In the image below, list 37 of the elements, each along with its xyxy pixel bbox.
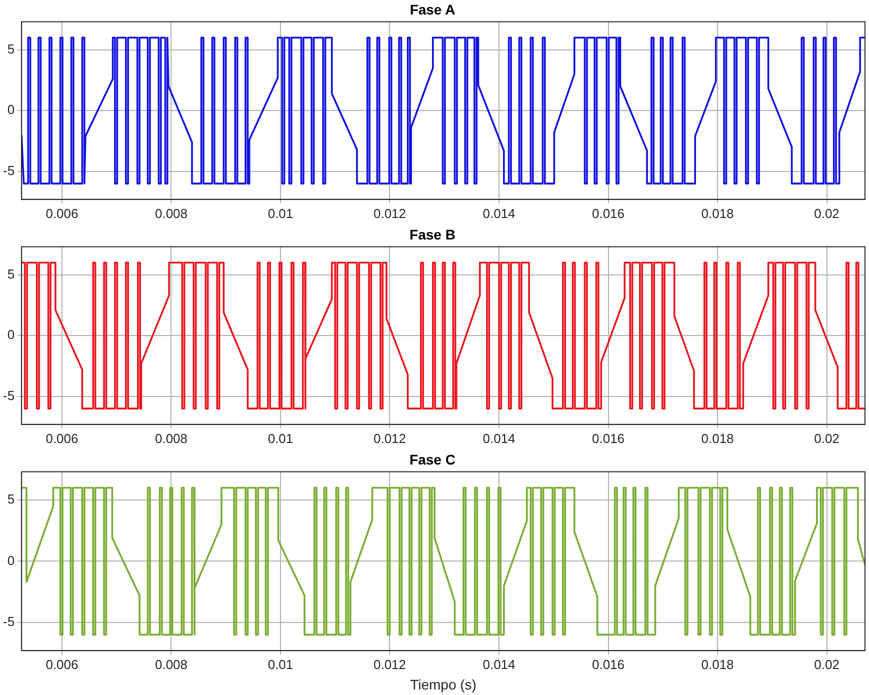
x-axis-title: Tiempo (s): [410, 676, 476, 692]
chart-title: Fase C: [410, 451, 456, 468]
x-tick-label: 0.01: [268, 656, 294, 672]
x-tick-label: 0.014: [482, 206, 516, 221]
chart-title: Fase A: [410, 1, 456, 18]
y-tick-label: -5: [2, 614, 15, 630]
x-tick-label: 0.018: [701, 206, 734, 221]
x-tick-label: 0.018: [701, 430, 734, 446]
x-tick-label: 0.006: [46, 656, 78, 672]
x-tick-label: 0.02: [814, 656, 840, 672]
y-tick-label: 0: [7, 102, 15, 118]
x-tick-label: 0.012: [373, 430, 406, 446]
x-tick-label: 0.018: [701, 656, 734, 672]
x-tick-label: 0.02: [814, 430, 840, 446]
x-tick-label: 0.014: [482, 430, 516, 446]
x-tick-label: 0.016: [592, 430, 625, 446]
x-tick-label: 0.01: [268, 206, 294, 221]
x-tick-label: 0.008: [154, 656, 188, 672]
y-tick-label: 5: [7, 266, 15, 282]
x-tick-label: 0.008: [154, 430, 188, 446]
x-tick-label: 0.014: [482, 656, 516, 672]
x-tick-label: 0.016: [592, 656, 625, 672]
x-tick-label: 0.012: [373, 206, 406, 221]
x-tick-label: 0.02: [814, 206, 840, 221]
y-tick-label: -5: [2, 163, 15, 178]
x-tick-label: 0.008: [154, 206, 188, 221]
x-tick-label: 0.006: [46, 430, 78, 446]
y-tick-label: 0: [7, 327, 15, 342]
y-tick-label: 0: [7, 552, 15, 568]
x-tick-label: 0.006: [46, 206, 78, 221]
y-tick-label: 5: [7, 492, 15, 507]
y-tick-label: 5: [7, 41, 15, 56]
x-tick-label: 0.012: [373, 656, 406, 672]
x-tick-label: 0.01: [268, 430, 294, 446]
x-tick-label: 0.016: [592, 206, 625, 221]
y-tick-label: -5: [2, 388, 15, 403]
chart-title: Fase B: [410, 226, 456, 242]
